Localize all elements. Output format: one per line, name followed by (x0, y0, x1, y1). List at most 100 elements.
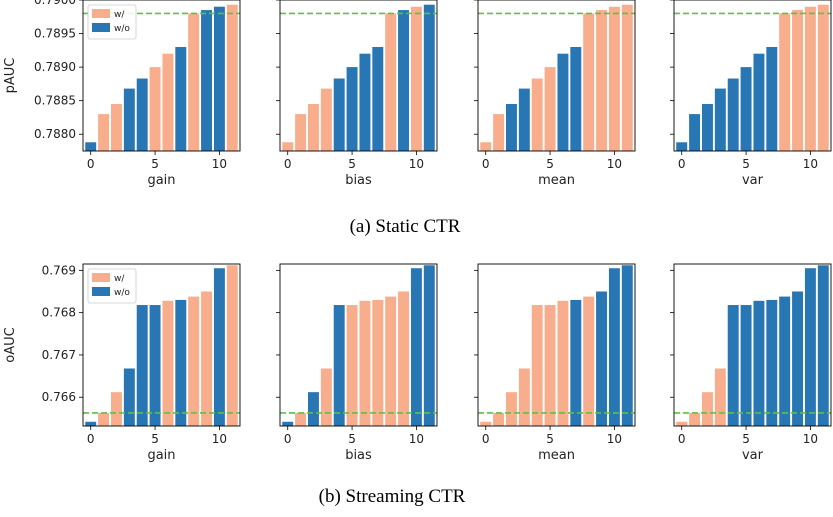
bar-bias-4 (333, 78, 345, 151)
bar-bias-0 (282, 142, 294, 151)
plot-area (674, 4, 831, 151)
y-axis-label: pAUC (3, 58, 18, 94)
bar-mean-9 (596, 291, 608, 426)
bar-gain-10 (213, 268, 225, 426)
bar-var-0 (676, 142, 688, 151)
panel-frame (477, 263, 636, 427)
x-tick-label: 0 (678, 432, 686, 446)
panel-frame (279, 0, 438, 152)
x-axis-label: mean (538, 173, 575, 188)
x-tick-label: 10 (803, 157, 818, 171)
bar-mean-8 (583, 296, 595, 426)
bar-mean-0 (480, 421, 492, 426)
bar-var-1 (689, 114, 701, 151)
bar-bias-8 (385, 13, 397, 151)
bar-mean-5 (544, 305, 556, 426)
bar-bias-5 (346, 67, 358, 151)
x-axis-label: var (742, 448, 764, 463)
bar-var-3 (714, 368, 726, 426)
x-tick-label: 10 (803, 432, 818, 446)
legend-swatch-with (92, 9, 110, 18)
bar-bias-6 (359, 53, 371, 151)
x-tick-label: 0 (284, 432, 292, 446)
bar-var-6 (753, 53, 765, 151)
plot-area (478, 4, 635, 151)
legend-swatch-without (92, 287, 110, 296)
panel-frame (673, 263, 832, 427)
bar-mean-1 (493, 114, 505, 151)
y-tick-label: 0.767 (42, 348, 76, 362)
x-tick-label: 5 (742, 432, 750, 446)
bar-var-9 (792, 10, 804, 151)
y-tick-label: 0.769 (42, 263, 76, 277)
x-tick-label: 5 (348, 432, 356, 446)
x-tick-label: 5 (348, 157, 356, 171)
bar-bias-3 (320, 88, 332, 151)
bar-mean-7 (570, 46, 582, 151)
panel-frame (477, 0, 636, 152)
bar-gain-7 (175, 299, 187, 426)
bar-mean-4 (531, 305, 543, 426)
x-tick-label: 0 (482, 432, 490, 446)
panel-var: 0 5 10 var (670, 263, 832, 463)
bar-var-7 (766, 299, 778, 426)
x-tick-label: 10 (607, 157, 622, 171)
bar-var-3 (714, 88, 726, 151)
y-tick-label: 0.768 (42, 306, 76, 320)
bar-gain-6 (162, 300, 174, 426)
bar-var-11 (817, 265, 829, 426)
panel-bias: 0 5 10 bias (276, 0, 438, 188)
bar-gain-1 (98, 412, 110, 426)
bar-var-5 (740, 305, 752, 426)
bar-mean-9 (596, 10, 608, 151)
x-axis-label: gain (147, 448, 175, 463)
bar-var-7 (766, 46, 778, 151)
figure-row-static-ctr: 0 5 10 gain 0.7880 0.7885 0.7890 0.7895 0.7900 pA… (3, 0, 832, 237)
bar-var-10 (804, 268, 816, 426)
panel-bias: 0 5 10 bias (276, 263, 438, 463)
bar-mean-6 (557, 300, 569, 426)
bar-gain-1 (98, 114, 110, 151)
plot-area (478, 265, 635, 426)
bar-var-1 (689, 412, 701, 426)
bar-var-8 (779, 13, 791, 151)
bar-mean-0 (480, 142, 492, 151)
x-tick-label: 10 (607, 432, 622, 446)
plot-area (83, 4, 240, 151)
y-tick-label: 0.7900 (34, 0, 76, 7)
x-tick-label: 5 (546, 432, 554, 446)
plot-area (674, 265, 831, 426)
bar-gain-0 (85, 421, 97, 426)
bar-var-0 (676, 421, 688, 426)
x-tick-label: 5 (151, 432, 159, 446)
y-tick-label: 0.7885 (34, 94, 76, 108)
figure-row-streaming-ctr: 0 5 10 gain 0.766 0.767 0.768 0.769 oAUC w/w/o 0 5 1… (3, 263, 832, 507)
panel-frame (82, 263, 241, 427)
x-tick-label: 10 (409, 432, 424, 446)
bar-gain-0 (85, 142, 97, 151)
bar-gain-5 (149, 305, 161, 426)
bar-var-2 (701, 392, 713, 426)
panel-gain: 0 5 10 gain 0.7880 0.7885 0.7890 0.7895 0.7900 pA… (3, 0, 241, 188)
bar-bias-11 (423, 4, 435, 151)
bar-bias-10 (410, 6, 422, 151)
bar-bias-4 (333, 305, 345, 426)
bar-gain-11 (226, 265, 238, 426)
x-tick-label: 5 (546, 157, 554, 171)
bar-gain-4 (136, 305, 148, 426)
bar-gain-3 (123, 88, 135, 151)
bar-gain-9 (201, 291, 213, 426)
panel-mean: 0 5 10 mean (474, 0, 636, 188)
bar-bias-7 (372, 299, 384, 426)
bar-var-6 (753, 300, 765, 426)
y-axis-label: oAUC (3, 327, 18, 362)
bar-bias-7 (372, 46, 384, 151)
bar-bias-8 (385, 296, 397, 426)
x-tick-label: 0 (482, 157, 490, 171)
bar-mean-6 (557, 53, 569, 151)
legend-label-without: w/o (114, 288, 130, 298)
bar-gain-7 (175, 46, 187, 151)
x-axis-label: bias (345, 173, 372, 188)
plot-area (83, 265, 240, 426)
